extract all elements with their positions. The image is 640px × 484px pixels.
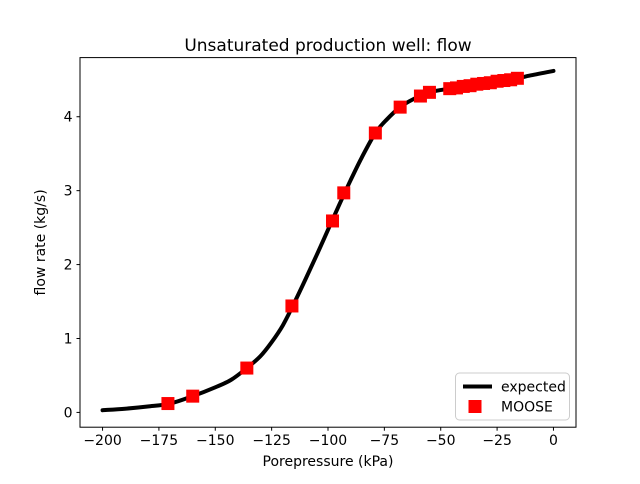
moose-marker [285, 299, 299, 313]
x-tick-label: 0 [549, 433, 558, 449]
legend-label-moose: MOOSE [501, 400, 553, 416]
moose-marker [422, 85, 436, 99]
legend-marker-sample [468, 400, 482, 413]
moose-marker [393, 100, 407, 114]
x-axis-label: Porepressure (kPa) [263, 454, 394, 470]
x-tick-label: −175 [140, 433, 178, 449]
moose-marker [161, 397, 175, 411]
moose-marker [186, 389, 200, 403]
y-tick-label: 2 [64, 258, 73, 274]
x-tick-label: −150 [196, 433, 234, 449]
x-tick-label: −200 [83, 433, 121, 449]
moose-marker [326, 214, 340, 228]
moose-marker [240, 361, 254, 375]
y-tick-label: 0 [64, 405, 73, 421]
moose-marker [510, 71, 524, 85]
y-axis-ticks: 0 1 2 3 4 [64, 110, 80, 421]
y-axis-label: flow rate (kg/s) [33, 189, 49, 295]
x-tick-label: −75 [370, 433, 400, 449]
y-tick-label: 1 [64, 331, 73, 347]
x-tick-label: −125 [252, 433, 290, 449]
x-tick-label: −50 [426, 433, 456, 449]
x-axis-ticks: −200 −175 −150 −125 −100 −75 −50 −25 0 [83, 427, 558, 449]
moose-marker [337, 186, 351, 200]
x-tick-label: −100 [309, 433, 347, 449]
legend-label-expected: expected [501, 380, 566, 396]
legend: expected MOOSE [455, 372, 570, 421]
y-tick-label: 4 [64, 110, 73, 126]
moose-marker [368, 126, 382, 140]
moose-markers [161, 71, 524, 411]
y-tick-label: 3 [64, 184, 73, 200]
chart-title: Unsaturated production well: flow [184, 36, 471, 56]
x-tick-label: −25 [482, 433, 512, 449]
